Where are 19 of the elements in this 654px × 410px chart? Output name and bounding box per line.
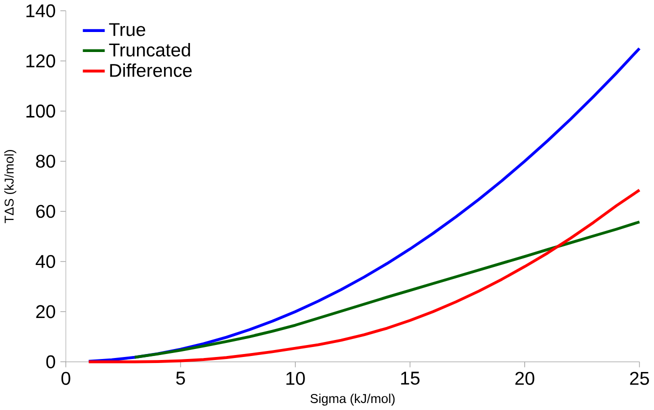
y-axis-title: TΔS (kJ/mol)	[4, 150, 16, 224]
y-tick-label: 40	[36, 255, 56, 268]
x-axis-title: Sigma (kJ/mol)	[310, 394, 395, 406]
x-tick-label: 20	[515, 372, 534, 385]
y-tick-label: 80	[36, 154, 56, 168]
y-tick-label: 60	[36, 204, 56, 218]
y-tick-label: 120	[26, 54, 56, 68]
legend-label: Difference	[110, 63, 192, 78]
y-tick-label: 100	[26, 104, 56, 118]
y-tick-label: 140	[26, 4, 56, 18]
x-tick-label: 5	[176, 372, 185, 385]
y-tick-label: 0	[46, 355, 56, 368]
x-tick-label: 0	[61, 372, 70, 385]
legend-label: Truncated	[109, 43, 190, 57]
x-tick-label: 10	[286, 372, 305, 385]
x-tick-label: 25	[630, 372, 649, 385]
y-tick-label: 20	[36, 305, 56, 318]
x-tick-label: 15	[401, 372, 420, 385]
legend-label: True	[109, 23, 146, 36]
